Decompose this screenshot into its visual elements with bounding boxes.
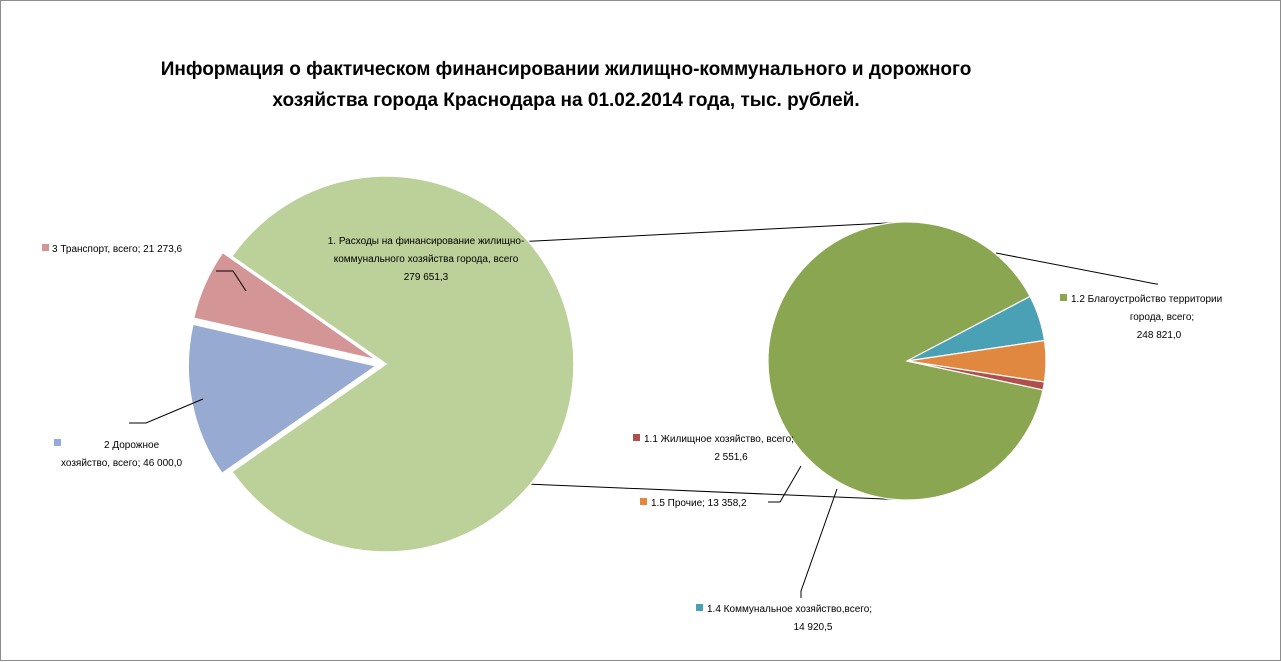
label-primary-2-marker: [54, 439, 61, 446]
label-primary-3-marker: [42, 244, 49, 251]
label-primary-1: 1. Расходы на финансирование жилищно-ком…: [328, 235, 525, 283]
primary-slice-3: [192, 251, 378, 361]
label-primary-2-line-2: хозяйство, всего; 46 000,0: [61, 458, 182, 469]
label-secondary-2-line-1: 1.4 Коммунальное хозяйство,всего;: [707, 604, 872, 615]
label-secondary-1-line-3: 248 821,0: [1137, 330, 1182, 341]
primary-slice-1: [230, 175, 575, 553]
label-primary-1-line-2: коммунального хозяйства города, всего: [334, 254, 519, 265]
label-primary-1-line-1: 1. Расходы на финансирование жилищно-: [328, 235, 525, 247]
label-primary-3: 3 Транспорт, всего; 21 273,6: [42, 244, 183, 255]
label-primary-2: 2 Дорожное хозяйство, всего; 46 000,0: [54, 439, 182, 469]
label-secondary-2-marker: [696, 604, 703, 611]
label-primary-1-line-3: 279 651,3: [404, 272, 449, 283]
leader-secondary-3: [768, 465, 802, 503]
leader-primary-3: [216, 270, 247, 292]
primary-pie: [187, 175, 575, 553]
secondary-slice-4: [906, 360, 1046, 391]
label-secondary-3: 1.5 Прочие; 13 358,2: [640, 498, 747, 509]
chart-title-line-2: хозяйства города Краснодара на 01.02.201…: [272, 90, 859, 111]
label-primary-3-line-1: 3 Транспорт, всего; 21 273,6: [52, 244, 183, 255]
label-secondary-4-marker: [633, 434, 640, 441]
label-secondary-2-line-2: 14 920,5: [794, 622, 833, 633]
data-labels: 1. Расходы на финансирование жилищно-ком…: [42, 235, 1222, 633]
leader-lines: [129, 252, 1158, 598]
leader-secondary-2: [800, 488, 838, 598]
label-secondary-3-marker: [640, 498, 647, 505]
label-primary-2-line-1: 2 Дорожное: [104, 440, 160, 451]
label-secondary-2: 1.4 Коммунальное хозяйство,всего; 14 920,…: [696, 604, 872, 633]
label-secondary-1-marker: [1060, 294, 1067, 301]
leader-primary-2: [129, 398, 204, 424]
leader-secondary-1: [995, 252, 1158, 285]
label-secondary-1-line-1: 1.2 Благоустройство территории: [1071, 294, 1222, 305]
secondary-pie: [767, 221, 1047, 501]
label-secondary-1-line-2: города, всего;: [1130, 312, 1194, 323]
chart-title-line-1: Информация о фактическом финансировании …: [161, 59, 972, 80]
label-secondary-3-line-1: 1.5 Прочие; 13 358,2: [651, 498, 747, 509]
primary-slice-2: [187, 323, 379, 475]
label-secondary-4-line-2: 2 551,6: [714, 452, 748, 463]
label-secondary-1: 1.2 Благоустройство территории города, вс…: [1060, 294, 1222, 341]
label-secondary-4: 1.1 Жилищное хозяйство, всего; 2 551,6: [633, 434, 794, 463]
label-secondary-4-line-1: 1.1 Жилищное хозяйство, всего;: [644, 434, 794, 445]
secondary-slice-1: [767, 221, 1044, 501]
